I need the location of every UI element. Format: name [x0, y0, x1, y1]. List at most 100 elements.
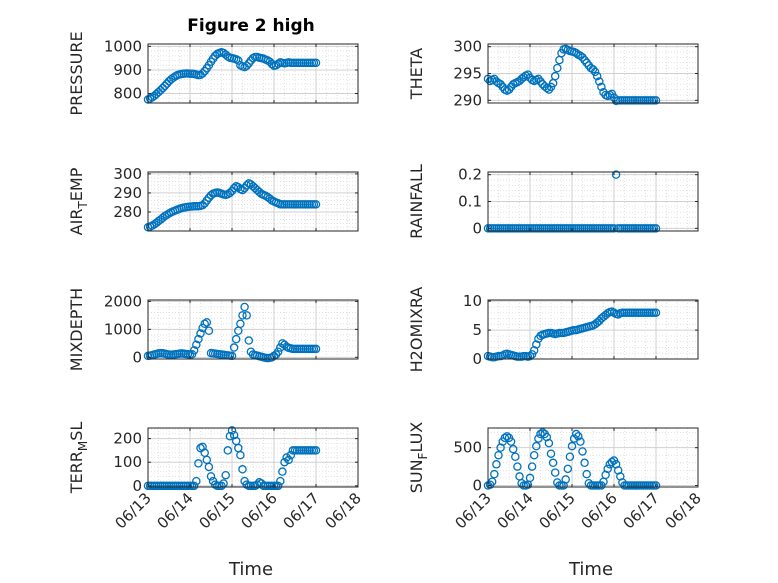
- subplot-0: 800 900 1000 PRESSURE: [67, 31, 359, 116]
- data-point: [227, 426, 237, 435]
- data-point: [273, 481, 283, 491]
- data-point: [276, 476, 285, 486]
- data-point: [571, 48, 581, 58]
- data-point: [519, 73, 528, 82]
- y-tick-label: 0: [472, 476, 482, 494]
- data-point: [595, 77, 604, 86]
- data-point: [234, 56, 243, 65]
- y-tick-label: 295: [453, 65, 482, 83]
- data-point: [210, 51, 220, 61]
- data-point: [273, 59, 283, 69]
- data-point: [597, 82, 606, 92]
- data-point: [582, 58, 591, 68]
- data-point: [529, 450, 539, 460]
- data-point: [311, 446, 321, 455]
- y-tick-label: 0: [132, 348, 142, 366]
- axes-box: [487, 427, 699, 488]
- data-point: [284, 455, 293, 465]
- data-point: [231, 334, 241, 344]
- y-tick-label: 1000: [104, 320, 142, 338]
- data-point: [242, 311, 251, 320]
- y-tick-label: 290: [453, 91, 482, 109]
- data-point: [189, 481, 199, 491]
- data-point: [550, 468, 560, 477]
- data-point: [198, 442, 207, 452]
- data-point: [240, 302, 249, 312]
- data-point: [492, 77, 501, 86]
- data-point: [576, 51, 585, 61]
- data-point: [255, 187, 264, 197]
- data-point: [265, 194, 275, 203]
- data-point: [311, 58, 321, 68]
- data-point: [504, 85, 514, 94]
- y-tick-label: 200: [113, 430, 142, 448]
- data-point: [204, 462, 214, 472]
- data-point: [508, 444, 518, 454]
- data-point: [574, 432, 583, 441]
- data-point: [280, 457, 289, 467]
- y-tick-label: 800: [113, 85, 142, 103]
- data-point: [544, 85, 554, 94]
- y-tick-label: 900: [113, 61, 142, 79]
- data-point: [492, 460, 501, 469]
- y-axis-label: AIRTEMP: [67, 167, 90, 235]
- data-point: [571, 429, 581, 439]
- data-point: [532, 340, 541, 349]
- data-point: [198, 69, 207, 78]
- data-point: [578, 53, 587, 62]
- data-point: [546, 449, 556, 458]
- data-point: [496, 79, 505, 89]
- y-axis-label: RAINFALL: [407, 164, 426, 239]
- data-point: [513, 462, 522, 471]
- data-point: [282, 453, 291, 462]
- data-point: [511, 452, 520, 461]
- x-axis-label: Time: [228, 559, 273, 580]
- data-point: [590, 67, 600, 77]
- data-point: [160, 81, 170, 91]
- data-point: [588, 64, 598, 74]
- data-point: [548, 458, 558, 468]
- y-tick-label: 290: [113, 184, 142, 202]
- data-point: [234, 182, 243, 192]
- data-point: [490, 74, 499, 84]
- data-point: [651, 224, 661, 233]
- data-point: [206, 472, 216, 481]
- data-point: [580, 55, 589, 65]
- x-axis-label: Time: [568, 559, 613, 580]
- data-point: [607, 457, 617, 467]
- data-point: [267, 353, 277, 362]
- data-point: [229, 343, 239, 352]
- data-point: [494, 450, 503, 460]
- data-point: [525, 473, 535, 483]
- y-axis-label: MIXDEPTH: [67, 288, 86, 371]
- data-point: [204, 326, 214, 336]
- axes-box: [487, 299, 699, 360]
- data-point: [192, 476, 201, 486]
- data-point: [192, 340, 201, 349]
- data-point: [242, 61, 251, 70]
- subplot-1: 290 295 300 THETA: [407, 38, 699, 109]
- data-point: [198, 201, 207, 210]
- y-axis-label: TERRMSL: [67, 422, 90, 495]
- data-point: [550, 71, 560, 81]
- data-point: [565, 452, 575, 461]
- y-tick-label: 5: [472, 321, 482, 339]
- data-point: [651, 308, 661, 317]
- y-tick-label: 0: [472, 219, 482, 237]
- data-point: [500, 433, 510, 443]
- data-point: [238, 311, 247, 320]
- data-point: [603, 464, 612, 474]
- subplot-4: 0 1000 2000 MIXDEPTH: [67, 288, 359, 371]
- y-tick-label: 100: [113, 453, 142, 471]
- data-point: [236, 450, 245, 460]
- data-point: [538, 428, 547, 437]
- data-point: [147, 221, 157, 230]
- data-point: [544, 438, 554, 448]
- data-point: [553, 63, 562, 73]
- data-point: [561, 475, 570, 484]
- data-point: [278, 467, 287, 476]
- data-point: [168, 73, 178, 82]
- data-point: [601, 310, 610, 320]
- data-point: [527, 350, 537, 359]
